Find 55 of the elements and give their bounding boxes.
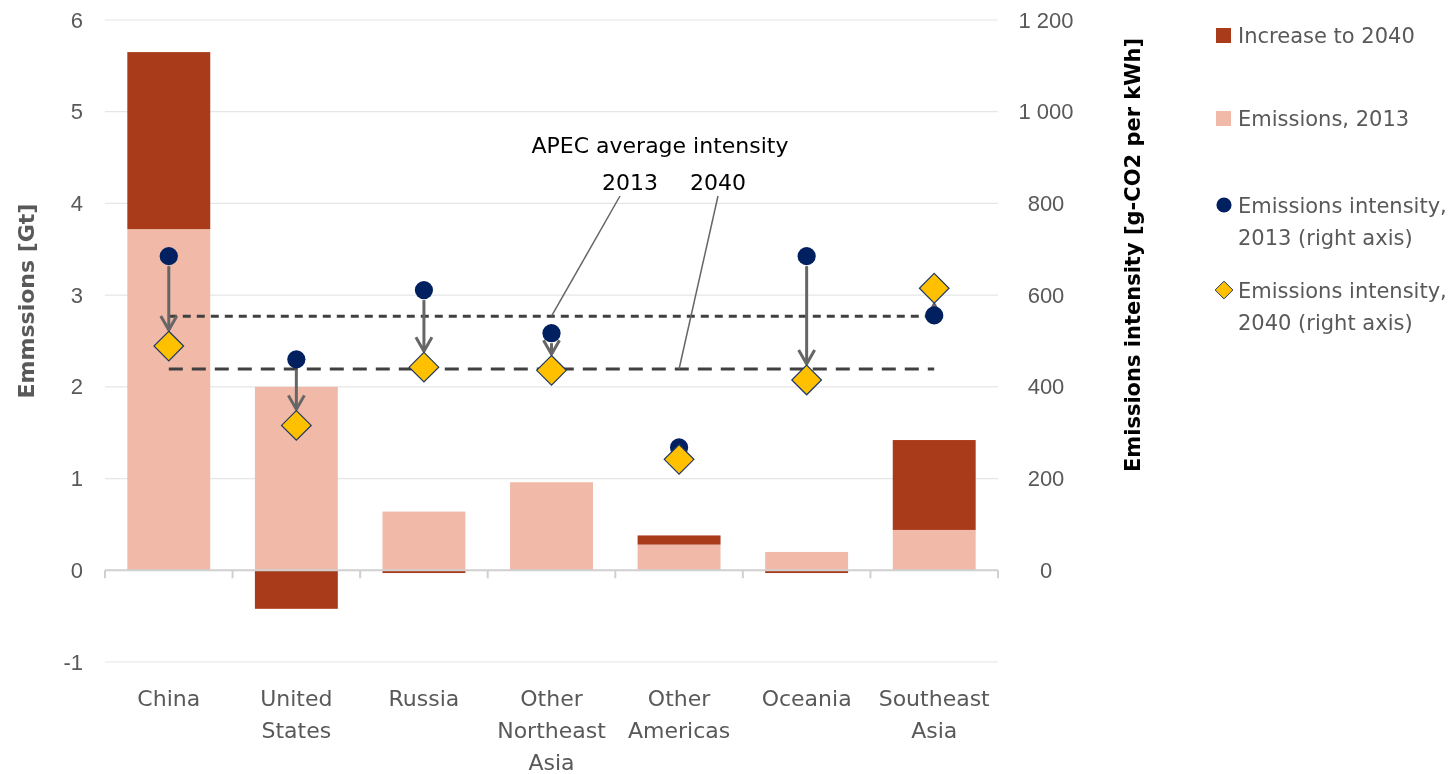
point — [414, 281, 434, 300]
x-tick-label: United States — [260, 686, 333, 743]
legend-label: Emissions intensity, 2040 (right axis) — [1238, 279, 1447, 335]
point — [542, 324, 561, 343]
bar — [892, 529, 976, 571]
bar — [637, 535, 721, 545]
y-tick-label: -1 — [63, 649, 83, 675]
y-tick-label: 0 — [70, 557, 83, 583]
legend-label: Emissions intensity, 2013 (right axis) — [1238, 194, 1447, 250]
y2-tick-label: 1 200 — [1018, 7, 1074, 33]
y2-tick-label: 400 — [1027, 374, 1065, 400]
bar — [510, 482, 593, 571]
y2-tick-label: 1 000 — [1018, 99, 1074, 125]
y2-axis-title: Emissions intensity [g-CO2 per kWh] — [1121, 37, 1145, 473]
y-tick-label: 3 — [70, 282, 83, 308]
point — [797, 247, 816, 266]
point — [287, 350, 306, 369]
x-tick-label: Other Northeast Asia — [497, 686, 607, 774]
point — [791, 364, 823, 396]
x-tick-label: Russia — [388, 686, 460, 711]
y-tick-label: 1 — [70, 466, 83, 492]
point — [536, 354, 567, 386]
annotation: 2013 — [602, 170, 658, 195]
point — [663, 443, 695, 475]
y-tick-label: 5 — [70, 99, 83, 125]
y2-tick-label: 800 — [1027, 190, 1065, 216]
x-tick-label: Oceania — [761, 686, 852, 711]
y-axis-title: Emmssions [Gt] — [14, 203, 39, 399]
y2-tick-label: 0 — [1039, 557, 1053, 583]
bar — [254, 570, 338, 609]
bar — [637, 544, 721, 571]
y-tick-label: 2 — [70, 374, 83, 400]
point — [280, 409, 312, 441]
point — [408, 351, 440, 383]
bar — [892, 440, 976, 530]
point — [925, 306, 944, 325]
annotation: 2040 — [690, 170, 746, 195]
x-tick-label: Other Americas — [627, 686, 731, 743]
annotation: APEC average intensity — [531, 133, 789, 158]
bar — [254, 386, 338, 571]
point — [918, 272, 950, 304]
bar — [382, 511, 466, 571]
bar — [765, 551, 849, 571]
point — [159, 247, 178, 266]
x-tick-label: Southeast Asia — [878, 686, 991, 743]
point — [153, 330, 185, 362]
y2-tick-label: 600 — [1027, 282, 1065, 308]
bar — [127, 229, 211, 571]
x-tick-label: China — [137, 686, 201, 711]
bar — [127, 52, 211, 230]
y-tick-label: 6 — [70, 7, 83, 33]
y2-tick-label: 200 — [1027, 466, 1065, 492]
y-tick-label: 4 — [70, 190, 83, 216]
legend-label: Emissions, 2013 — [1238, 107, 1410, 131]
legend-label: Increase to 2040 — [1238, 24, 1415, 48]
